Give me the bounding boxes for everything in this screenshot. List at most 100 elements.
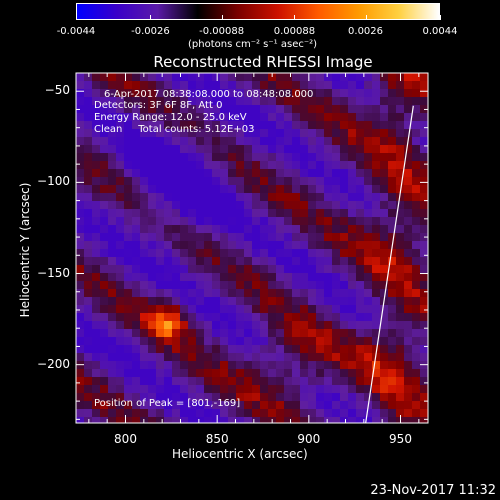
heatmap-cell: [340, 321, 348, 329]
heatmap-cell: [116, 185, 124, 193]
heatmap-cell: [132, 337, 140, 345]
heatmap-cell: [268, 113, 276, 121]
heatmap-cell: [292, 305, 300, 313]
colorbar-tick-label: 0.00088: [273, 26, 316, 37]
heatmap-cell: [412, 417, 420, 423]
heatmap-cell: [204, 185, 212, 193]
heatmap-cell: [172, 89, 180, 97]
heatmap-cell: [396, 241, 404, 249]
heatmap-cell: [356, 153, 364, 161]
heatmap-cell: [420, 265, 428, 273]
heatmap-cell: [364, 137, 372, 145]
heatmap-cell: [420, 273, 428, 281]
heatmap-cell: [292, 169, 300, 177]
heatmap-cell: [132, 177, 140, 185]
heatmap-cell: [332, 177, 340, 185]
heatmap-cell: [316, 81, 324, 89]
heatmap-cell: [300, 313, 308, 321]
heatmap-cell: [292, 257, 300, 265]
heatmap-cell: [236, 161, 244, 169]
heatmap-cell: [284, 257, 292, 265]
heatmap-cell: [324, 345, 332, 353]
heatmap-cell: [140, 369, 148, 377]
heatmap-cell: [380, 257, 388, 265]
heatmap-cell: [300, 89, 308, 97]
heatmap-cell: [308, 81, 316, 89]
heatmap-cell: [340, 417, 348, 423]
colorbar-tick-mark: [440, 15, 441, 20]
heatmap-cell: [332, 185, 340, 193]
heatmap-cell: [188, 305, 196, 313]
heatmap-cell: [172, 361, 180, 369]
heatmap-cell: [284, 145, 292, 153]
heatmap-cell: [148, 233, 156, 241]
heatmap-cell: [340, 345, 348, 353]
heatmap-cell: [148, 313, 156, 321]
heatmap-cell: [172, 313, 180, 321]
heatmap-cell: [116, 377, 124, 385]
heatmap-cell: [196, 297, 204, 305]
heatmap-cell: [196, 201, 204, 209]
heatmap-cell: [340, 89, 348, 97]
heatmap-cell: [420, 257, 428, 265]
heatmap-cell: [316, 321, 324, 329]
heatmap-cell: [308, 97, 316, 105]
heatmap-cell: [332, 409, 340, 417]
heatmap-cell: [196, 241, 204, 249]
heatmap-cell: [332, 73, 340, 81]
heatmap-cell: [76, 281, 84, 289]
heatmap-cell: [132, 385, 140, 393]
heatmap-cell: [380, 361, 388, 369]
heatmap-cell: [148, 321, 156, 329]
heatmap-cell: [372, 377, 380, 385]
colorbar-tick-mark: [365, 15, 367, 20]
heatmap-cell: [372, 241, 380, 249]
heatmap-cell: [372, 329, 380, 337]
heatmap-cell: [412, 337, 420, 345]
heatmap-cell: [180, 89, 188, 97]
heatmap-cell: [372, 185, 380, 193]
heatmap-cell: [388, 193, 396, 201]
heatmap-cell: [396, 217, 404, 225]
heatmap-cell: [228, 81, 236, 89]
heatmap-cell: [156, 385, 164, 393]
heatmap-cell: [76, 273, 84, 281]
heatmap-cell: [148, 89, 156, 97]
heatmap-cell: [76, 305, 84, 313]
heatmap-cell: [156, 345, 164, 353]
heatmap-cell: [84, 353, 92, 361]
heatmap-cell: [84, 113, 92, 121]
heatmap-cell: [148, 225, 156, 233]
heatmap-cell: [164, 305, 172, 313]
heatmap-cell: [100, 193, 108, 201]
heatmap-cell: [84, 121, 92, 129]
heatmap-cell: [412, 193, 420, 201]
heatmap-cell: [404, 361, 412, 369]
heatmap-cell: [300, 129, 308, 137]
heatmap-cell: [100, 385, 108, 393]
heatmap-cell: [348, 265, 356, 273]
heatmap-cell: [116, 297, 124, 305]
heatmap-cell: [164, 393, 172, 401]
heatmap-cell: [332, 153, 340, 161]
heatmap-cell: [404, 249, 412, 257]
heatmap-cell: [292, 129, 300, 137]
heatmap-cell: [420, 89, 428, 97]
heatmap-cell: [180, 177, 188, 185]
heatmap-cell: [276, 345, 284, 353]
heatmap-cell: [412, 153, 420, 161]
heatmap-cell: [156, 297, 164, 305]
heatmap-cell: [364, 409, 372, 417]
heatmap-cell: [212, 137, 220, 145]
heatmap-cell: [260, 185, 268, 193]
heatmap-cell: [372, 177, 380, 185]
heatmap-cell: [164, 161, 172, 169]
heatmap-cell: [252, 409, 260, 417]
heatmap-cell: [228, 289, 236, 297]
heatmap-cell: [84, 273, 92, 281]
heatmap-cell: [348, 185, 356, 193]
heatmap-cell: [284, 409, 292, 417]
heatmap-cell: [380, 241, 388, 249]
heatmap-cell: [196, 161, 204, 169]
heatmap-cell: [260, 409, 268, 417]
